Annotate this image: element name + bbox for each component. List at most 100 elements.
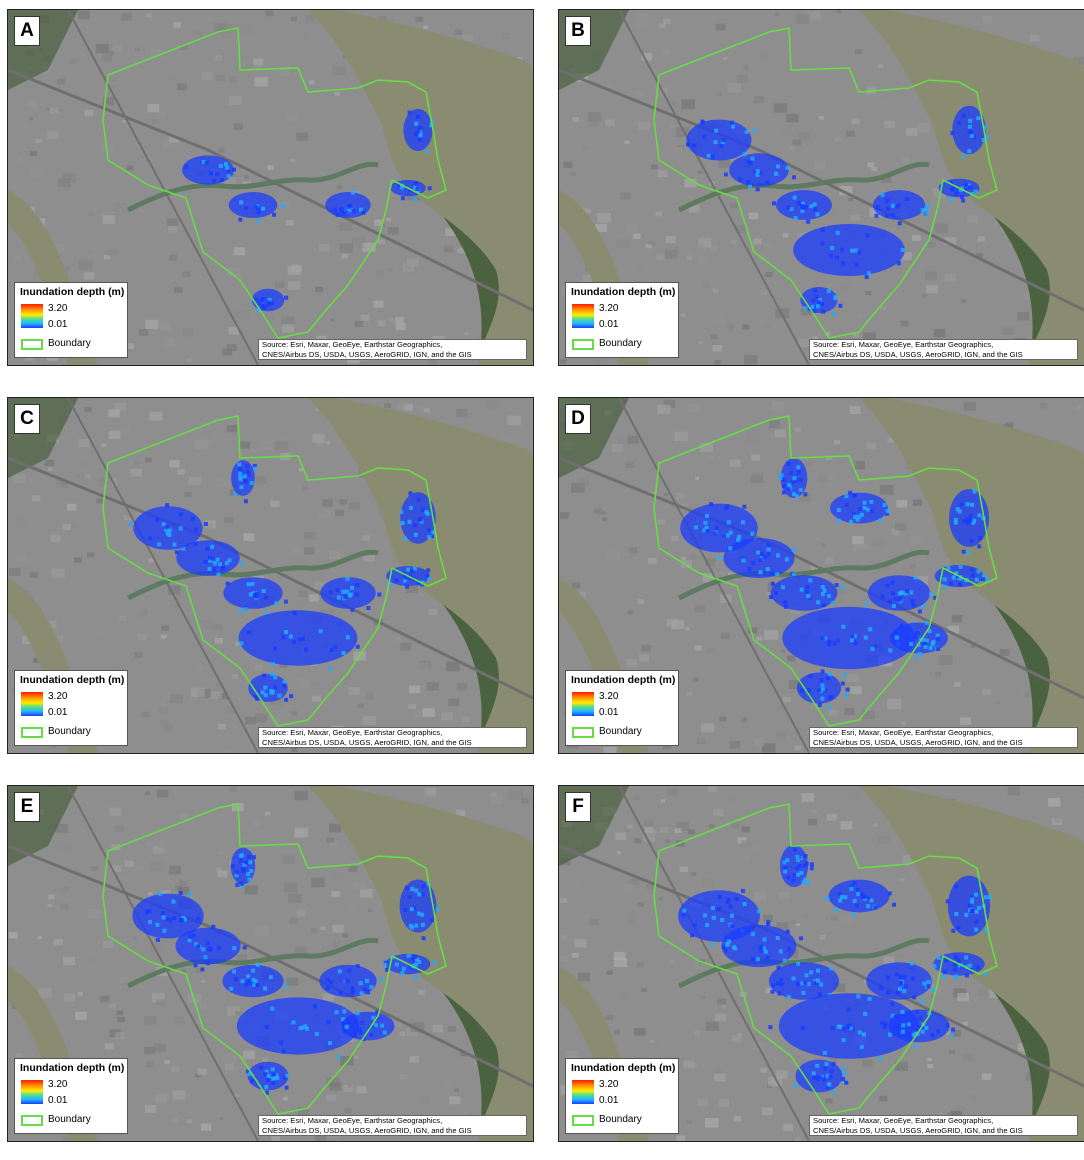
flood-cell	[896, 261, 901, 266]
building-block	[233, 123, 243, 130]
building-block	[694, 1031, 700, 1035]
building-block	[283, 882, 298, 893]
building-block	[134, 462, 139, 466]
building-block	[78, 260, 93, 270]
flood-cell	[730, 120, 734, 125]
district-boundary	[102, 415, 447, 727]
building-block	[924, 271, 937, 280]
flood-cell	[795, 872, 800, 877]
flood-cell	[849, 886, 854, 891]
flood-cell	[412, 905, 417, 910]
legend-min: 0.01	[599, 319, 619, 330]
flood-cell	[354, 592, 359, 597]
flood-cell	[829, 1069, 834, 1074]
building-block	[196, 967, 204, 973]
flood-cell	[891, 203, 896, 208]
flood-cell	[336, 595, 341, 600]
building-block	[867, 162, 875, 168]
building-block	[196, 666, 202, 670]
building-block	[143, 443, 151, 449]
flood-cell	[814, 294, 819, 299]
building-block	[1017, 311, 1030, 321]
building-block	[1030, 34, 1040, 42]
building-block	[156, 111, 166, 118]
flood-cell	[846, 1007, 851, 1012]
flood-cell	[797, 467, 802, 472]
flood-cell	[812, 202, 817, 207]
building-block	[182, 328, 194, 337]
flood-cell	[366, 606, 371, 610]
building-block	[750, 843, 765, 853]
building-block	[921, 294, 927, 299]
flood-cell	[959, 502, 964, 507]
flood-cell	[281, 635, 286, 640]
building-block	[727, 324, 735, 330]
flood-cell	[796, 465, 801, 470]
building-block	[149, 411, 163, 421]
flood-cell	[723, 948, 728, 953]
building-block	[144, 1105, 157, 1113]
building-block	[239, 441, 250, 449]
flood-cell	[820, 683, 825, 688]
flood-cell	[265, 1090, 269, 1095]
building-block	[863, 332, 876, 342]
building-block	[634, 1028, 646, 1036]
flood-cell	[205, 941, 210, 946]
building-block	[963, 402, 976, 411]
flood-cell	[783, 600, 788, 605]
building-block	[214, 638, 224, 644]
building-block	[335, 509, 345, 517]
building-block	[170, 694, 183, 703]
building-block	[812, 809, 818, 814]
flood-cell	[740, 888, 745, 893]
flood-cell	[969, 908, 974, 913]
flood-cell	[246, 872, 251, 876]
building-block	[768, 420, 780, 429]
building-block	[379, 15, 387, 22]
flood-area	[770, 575, 838, 611]
building-block	[233, 247, 246, 256]
flood-cell	[242, 869, 247, 873]
building-block	[168, 135, 179, 143]
flood-cell	[187, 938, 192, 943]
legend-max: 3.20	[48, 691, 68, 702]
building-block	[142, 431, 148, 435]
building-block	[696, 1098, 708, 1107]
building-block	[117, 1016, 125, 1023]
building-block	[714, 1073, 726, 1082]
flood-cell	[414, 121, 419, 126]
flood-cell	[840, 681, 845, 686]
building-block	[328, 551, 341, 560]
building-block	[798, 338, 811, 347]
flood-cell	[744, 129, 749, 134]
flood-cell	[415, 186, 420, 191]
flood-cell	[970, 131, 975, 136]
legend: Inundation depth (m) 3.20 0.01 Boundary	[14, 670, 128, 746]
building-block	[686, 691, 693, 697]
flood-cell	[274, 1073, 279, 1078]
building-block	[410, 1022, 425, 1033]
building-block	[641, 52, 652, 61]
flood-cell	[741, 520, 745, 525]
building-block	[982, 689, 992, 696]
building-block	[173, 1118, 179, 1122]
building-block	[291, 748, 298, 753]
building-block	[321, 943, 333, 952]
flood-cell	[909, 961, 914, 966]
building-block	[606, 970, 613, 975]
flood-cell	[801, 201, 806, 206]
flood-cell	[431, 530, 436, 535]
building-block	[1040, 403, 1048, 409]
flood-cell	[888, 648, 893, 653]
flood-cell	[260, 690, 265, 695]
source-line-1: Source: Esri, Maxar, GeoEye, Earthstar G…	[262, 728, 443, 737]
building-block	[187, 993, 202, 1004]
legend-min: 0.01	[599, 707, 619, 718]
flood-overlay	[680, 458, 991, 710]
building-block	[905, 466, 910, 469]
flood-cell	[951, 1027, 956, 1032]
building-block	[318, 243, 330, 252]
building-block	[336, 185, 343, 190]
flood-cell	[377, 592, 382, 597]
legend-max: 3.20	[599, 1079, 619, 1090]
